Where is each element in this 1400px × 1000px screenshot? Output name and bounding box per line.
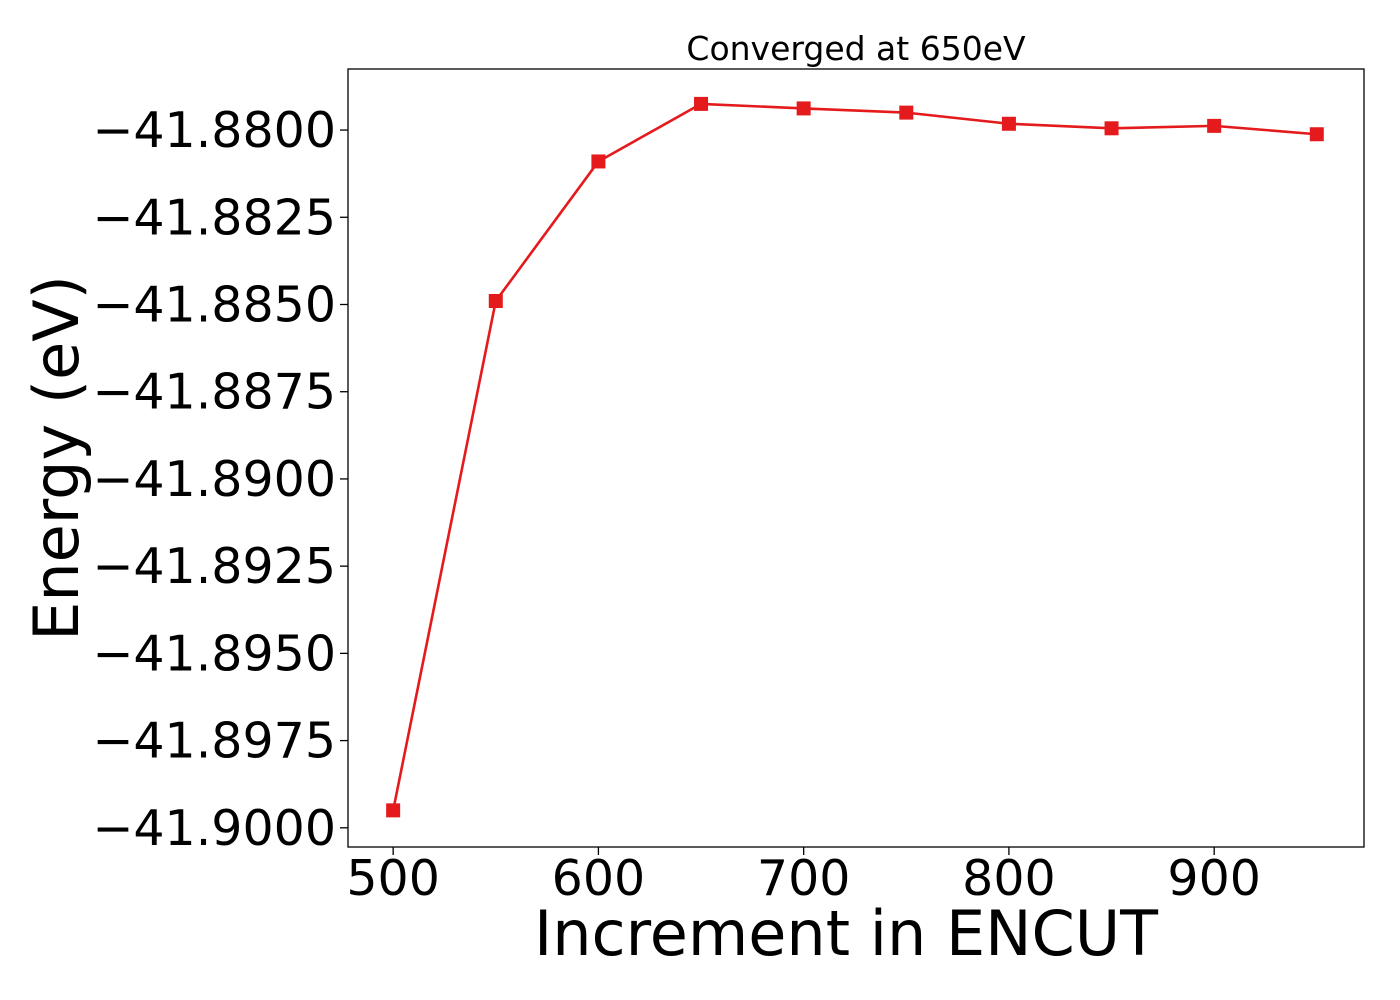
data-point-marker	[488, 294, 503, 309]
chart-title: Converged at 650eV	[686, 29, 1026, 68]
y-tick-label: −41.8950	[92, 625, 336, 682]
y-tick-label: −41.8825	[92, 189, 336, 246]
y-tick-label: −41.8875	[92, 364, 336, 421]
x-axis-label: Increment in ENCUT	[534, 897, 1159, 970]
y-tick-label: −41.8925	[92, 538, 336, 595]
x-tick-label: 600	[552, 850, 646, 907]
y-tick-label: −41.8975	[92, 713, 336, 770]
data-point-marker	[1104, 121, 1119, 136]
data-point-marker	[591, 154, 606, 169]
data-point-marker	[796, 101, 811, 116]
y-tick-label: −41.8900	[92, 451, 336, 508]
x-tick-label: 900	[1167, 850, 1261, 907]
plot-area-frame	[347, 68, 1365, 848]
data-point-marker	[1001, 116, 1016, 131]
y-tick-label: −41.9000	[92, 800, 336, 857]
series-line	[391, 102, 1317, 811]
data-point-marker	[386, 803, 401, 818]
data-point-marker	[1309, 127, 1324, 142]
y-tick-label: −41.8850	[92, 276, 336, 333]
y-tick-label: −41.8800	[92, 102, 336, 159]
y-axis: −41.8800 −41.8825 −41.8850 −41.8875 −41.8900…	[92, 102, 348, 857]
x-tick-label: 500	[346, 850, 440, 907]
x-axis: 500 600 700 800 900	[346, 847, 1261, 907]
x-tick-label: 700	[757, 850, 851, 907]
data-point-marker	[899, 105, 914, 120]
x-tick-label: 800	[962, 850, 1056, 907]
data-point-marker	[694, 96, 709, 111]
data-point-marker	[1207, 118, 1222, 133]
y-axis-label: Energy (eV)	[20, 275, 93, 641]
series-layer	[386, 96, 1324, 818]
